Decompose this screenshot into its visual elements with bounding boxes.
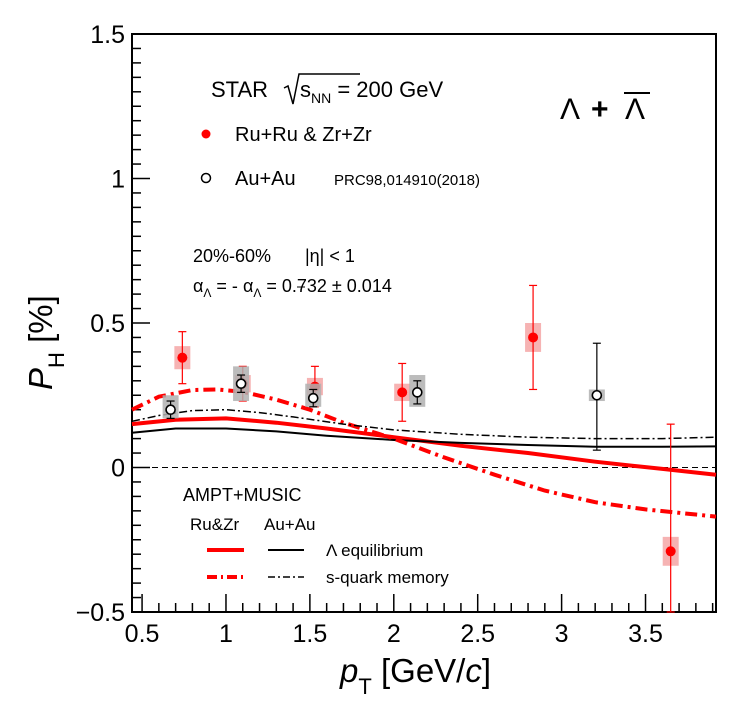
svg-text:Λ: Λ [625,93,645,126]
x-tick-label: 0.5 [125,620,160,648]
model-col-ru: Ru&Zr [190,515,239,534]
x-tick-label: 2.5 [460,620,495,648]
y-axis-title: PH [%] [22,295,69,390]
legend-marker-ru [201,129,211,139]
model-col-au: Au+Au [264,515,316,534]
model-legend: AMPT+MUSIC Ru&Zr Au+Au Λ equilibrium s-q… [183,485,449,587]
model-title: AMPT+MUSIC [183,485,302,505]
legend-marker-au [200,172,212,184]
sqrt-symbol [283,73,360,105]
star-energy-label: STAR sNN = 200 GeV [211,73,443,106]
data-point [665,546,676,557]
y-tick-label: 0.5 [90,310,125,338]
legend-label-memory: s-quark memory [326,568,449,587]
y-tick-label: 1 [111,166,125,194]
model-curve [131,416,717,477]
y-tick-label: 0 [111,455,125,483]
x-axis-title: pT [GeV/c] [339,652,491,699]
svg-text:sNN = 200 GeV: sNN = 200 GeV [300,77,443,106]
legend: Ru+Ru & Zr+Zr Au+Au PRC98,014910(2018) [200,124,480,190]
model-curve [131,427,717,448]
data-point [307,392,319,404]
legend-label-equilibrium: Λ equilibrium [326,541,423,560]
data-point [528,332,539,343]
model-curve [131,387,717,519]
x-tick-label: 3 [555,620,569,648]
svg-text:+: + [591,93,609,126]
data-point [235,378,247,389]
legend-label-ru: Ru+Ru & Zr+Zr [235,124,372,146]
svg-text:Λ: Λ [560,93,580,126]
model-curve [131,408,717,440]
legend-reference: PRC98,014910(2018) [334,172,480,189]
data-point [591,389,603,401]
svg-text:STAR: STAR [211,77,268,102]
centrality-label: 20%-60% [193,246,271,266]
svg-text:αΛ = - αΛ = 0.732 ± 0.014: αΛ = - αΛ = 0.732 ± 0.014 [193,276,392,300]
x-tick-label: 1 [219,620,233,648]
data-point [397,387,408,398]
particle-label: Λ + Λ [560,92,650,126]
x-tick-label: 1.5 [293,620,328,648]
legend-label-au: Au+Au [235,168,296,190]
data-point [177,352,188,363]
alpha-label: αΛ = - αΛ = 0.732 ± 0.014 [193,276,392,300]
y-tick-label: −0.5 [76,599,125,627]
data-point [411,387,423,398]
y-tick-label: 1.5 [90,21,125,49]
data-point [165,404,176,416]
x-tick-label: 2 [387,620,401,648]
x-tick-label: 3.5 [628,620,663,648]
eta-cut-label: |η| < 1 [305,246,355,266]
